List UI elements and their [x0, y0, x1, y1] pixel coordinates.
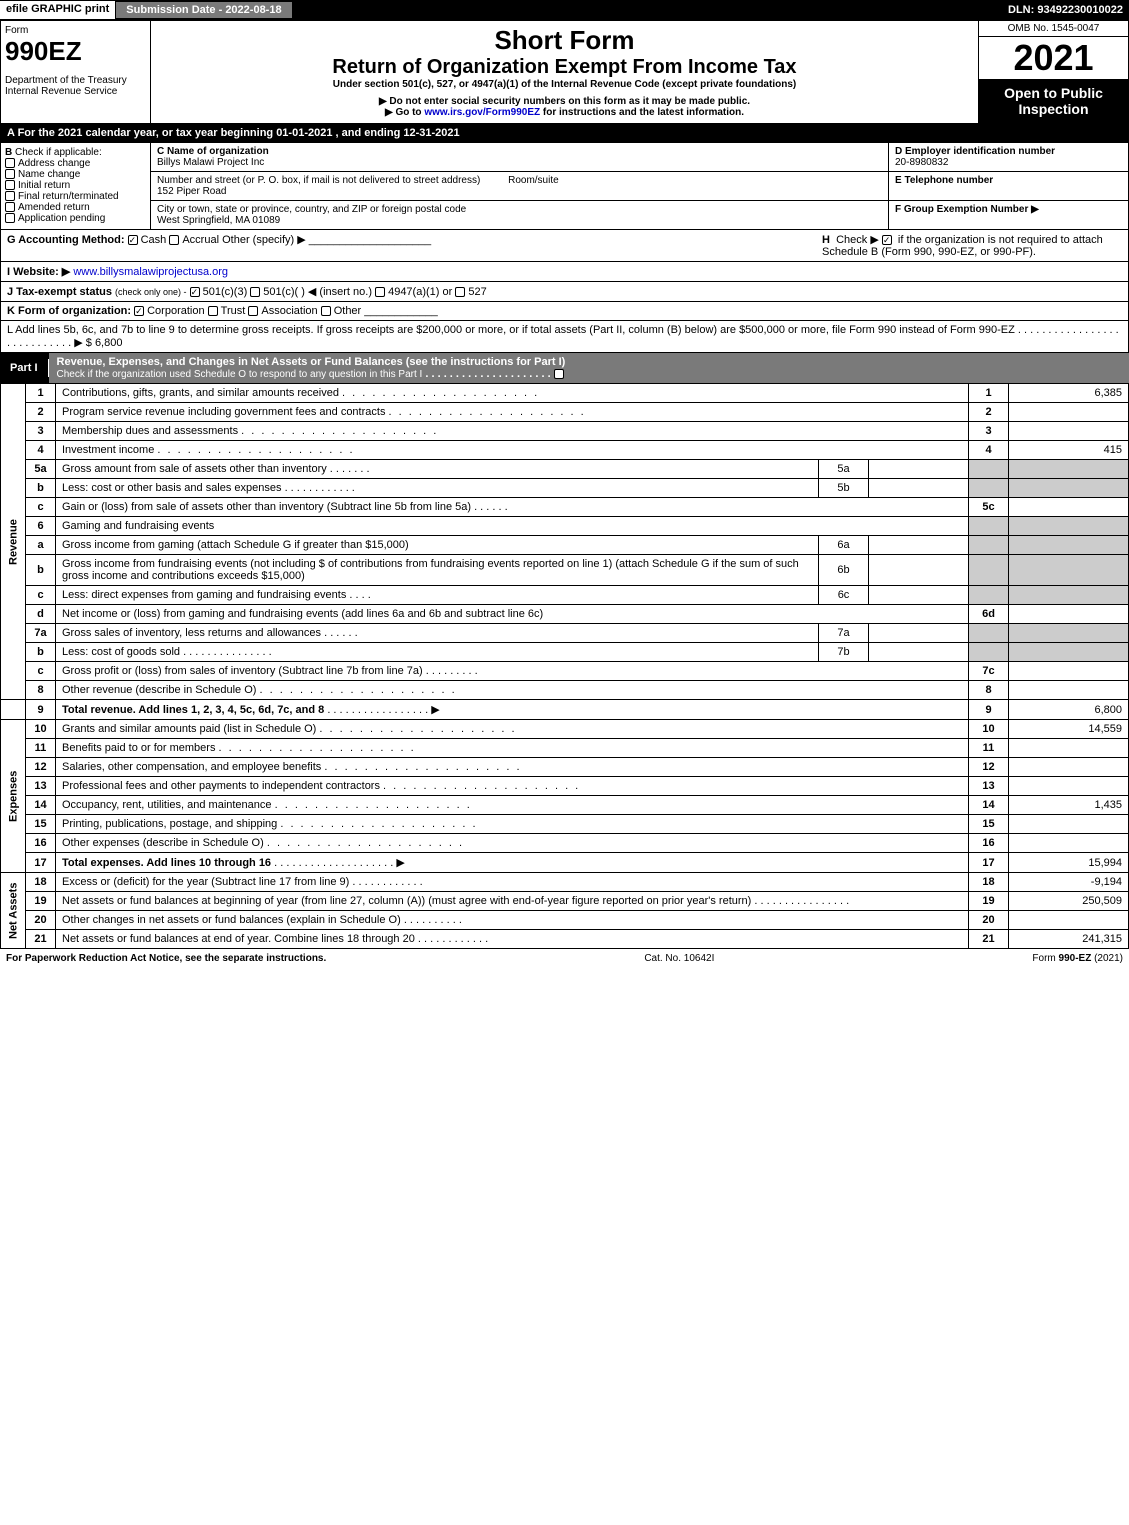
- netassets-label: Net Assets: [1, 873, 26, 949]
- lines-table: Revenue 1Contributions, gifts, grants, a…: [0, 383, 1129, 949]
- chk-initial[interactable]: [5, 180, 15, 190]
- note1: ▶ Do not enter social security numbers o…: [159, 96, 970, 107]
- val-18: -9,194: [1009, 873, 1129, 892]
- row-l: L Add lines 5b, 6c, and 7b to line 9 to …: [0, 321, 1129, 353]
- row-k: K Form of organization: Corporation Trus…: [0, 302, 1129, 321]
- submission-date: Submission Date - 2022-08-18: [115, 1, 292, 19]
- chk-accrual[interactable]: [169, 235, 179, 245]
- form-title: Return of Organization Exempt From Incom…: [159, 56, 970, 79]
- chk-part1[interactable]: [554, 369, 564, 379]
- val-21: 241,315: [1009, 930, 1129, 949]
- form-top: Form 990EZ Department of the Treasury In…: [0, 20, 1129, 124]
- website-link[interactable]: www.billysmalawiprojectusa.org: [73, 266, 228, 278]
- part1-header: Part I Revenue, Expenses, and Changes in…: [0, 353, 1129, 383]
- val-10: 14,559: [1009, 720, 1129, 739]
- l-amount: ▶ $ 6,800: [74, 337, 122, 349]
- chk-assoc[interactable]: [248, 306, 258, 316]
- footer-mid: Cat. No. 10642I: [644, 953, 714, 964]
- chk-address[interactable]: [5, 158, 15, 168]
- chk-corp[interactable]: [134, 306, 144, 316]
- chk-501c3[interactable]: [190, 287, 200, 297]
- open-inspection: Open to Public Inspection: [979, 79, 1128, 123]
- short-form: Short Form: [159, 25, 970, 56]
- chk-501c[interactable]: [250, 287, 260, 297]
- irs: Internal Revenue Service: [5, 86, 146, 97]
- subtitle: Under section 501(c), 527, or 4947(a)(1)…: [159, 79, 970, 90]
- val-14: 1,435: [1009, 796, 1129, 815]
- org-name: Billys Malawi Project Inc: [157, 157, 264, 168]
- chk-other[interactable]: [321, 306, 331, 316]
- section-c: C Name of organizationBillys Malawi Proj…: [151, 143, 888, 229]
- irs-link[interactable]: www.irs.gov/Form990EZ: [424, 107, 540, 118]
- val-9: 6,800: [1009, 700, 1129, 720]
- ein: 20-8980832: [895, 157, 948, 168]
- footer: For Paperwork Reduction Act Notice, see …: [0, 949, 1129, 968]
- expenses-label: Expenses: [1, 720, 26, 873]
- val-19: 250,509: [1009, 892, 1129, 911]
- revenue-label: Revenue: [1, 384, 26, 700]
- chk-h[interactable]: [882, 235, 892, 245]
- street: 152 Piper Road: [157, 186, 227, 197]
- part1-title: Revenue, Expenses, and Changes in Net As…: [57, 356, 566, 368]
- chk-527[interactable]: [455, 287, 465, 297]
- chk-4947[interactable]: [375, 287, 385, 297]
- val-1: 6,385: [1009, 384, 1129, 403]
- val-17: 15,994: [1009, 853, 1129, 873]
- year: 2021: [979, 37, 1128, 79]
- chk-cash[interactable]: [128, 235, 138, 245]
- val-4: 415: [1009, 441, 1129, 460]
- section-a: A For the 2021 calendar year, or tax yea…: [0, 124, 1129, 143]
- row-gh: G Accounting Method: Cash Accrual Other …: [0, 230, 1129, 262]
- info-block: B Check if applicable: Address change Na…: [0, 143, 1129, 230]
- efile-label: efile GRAPHIC print: [0, 1, 115, 19]
- chk-amended[interactable]: [5, 202, 15, 212]
- part1-checknote: Check if the organization used Schedule …: [57, 369, 423, 380]
- part1-label: Part I: [0, 359, 49, 377]
- section-def: D Employer identification number20-89808…: [888, 143, 1128, 229]
- chk-pending[interactable]: [5, 213, 15, 223]
- footer-right: Form 990-EZ (2021): [1032, 953, 1123, 964]
- dept: Department of the Treasury: [5, 75, 146, 86]
- form-number: 990EZ: [5, 36, 146, 67]
- city: West Springfield, MA 01089: [157, 215, 280, 226]
- row-j: J Tax-exempt status (check only one) - 5…: [0, 282, 1129, 302]
- dln: DLN: 93492230010022: [1002, 2, 1129, 18]
- section-b: B Check if applicable: Address change Na…: [1, 143, 151, 229]
- form-label: Form: [5, 25, 146, 36]
- row-i: I Website: ▶ www.billysmalawiprojectusa.…: [0, 262, 1129, 282]
- omb: OMB No. 1545-0047: [979, 21, 1128, 37]
- footer-left: For Paperwork Reduction Act Notice, see …: [6, 953, 326, 964]
- chk-trust[interactable]: [208, 306, 218, 316]
- chk-final[interactable]: [5, 191, 15, 201]
- note2: ▶ Go to www.irs.gov/Form990EZ for instru…: [159, 107, 970, 118]
- header-bar: efile GRAPHIC print Submission Date - 20…: [0, 0, 1129, 20]
- chk-name[interactable]: [5, 169, 15, 179]
